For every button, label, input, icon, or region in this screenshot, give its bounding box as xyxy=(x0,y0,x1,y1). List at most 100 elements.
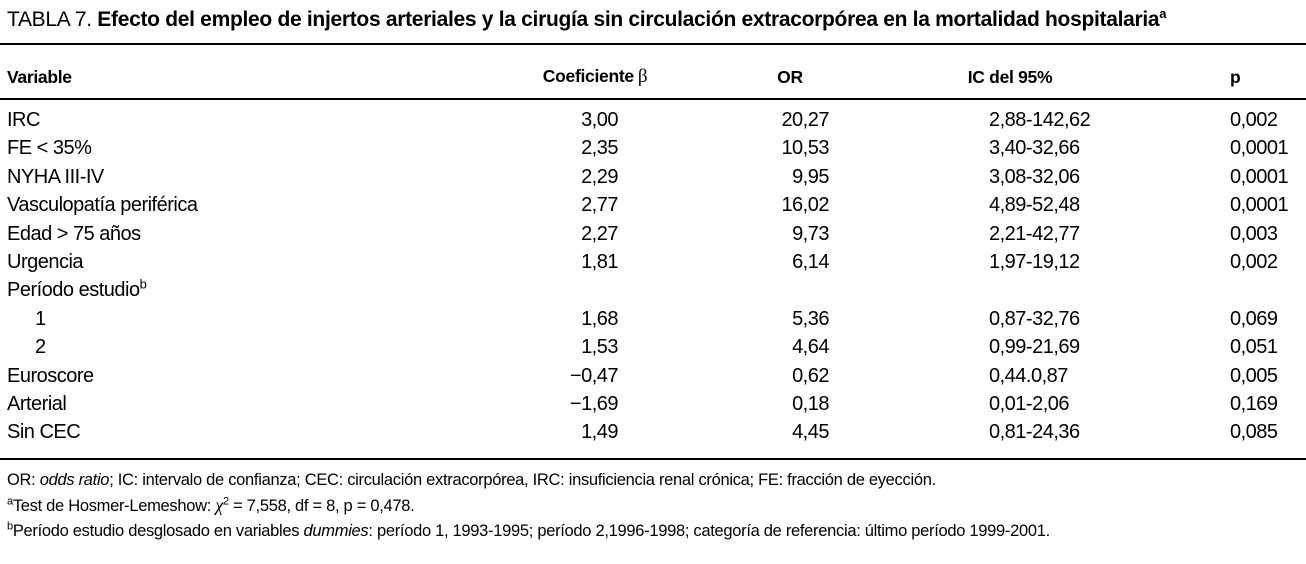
cell-variable: FE < 35% xyxy=(0,134,500,162)
cell-p: 0,085 xyxy=(1230,421,1278,444)
cell-ic95: 2,88-142,62 xyxy=(989,109,1091,131)
cell-variable: Vasculopatía periférica xyxy=(0,191,500,219)
cell-p: 0,003 xyxy=(1230,222,1278,245)
footnote-b: bPeríodo estudio desglosado en variables… xyxy=(7,520,1050,540)
header-label: p xyxy=(1230,67,1241,87)
header-label: OR xyxy=(777,67,803,87)
beta-symbol: β xyxy=(637,66,648,87)
variable-label: 2 xyxy=(35,336,46,359)
cell-p: 0,169 xyxy=(1230,393,1278,416)
column-header-p: p xyxy=(1130,44,1306,100)
table-row: NYHA III-IV 2,29 9,95 3,08-32,06 0,0001 xyxy=(0,163,1306,191)
cell-p: 0,069 xyxy=(1230,307,1278,330)
cell-ic95: 4,89-52,48 xyxy=(989,194,1080,217)
cell-coeficiente: 2,27 xyxy=(581,222,618,245)
cell-or: 4,64 xyxy=(792,336,829,359)
table-title: TABLA 7. Efecto del empleo de injertos a… xyxy=(0,5,1277,34)
column-header-ic95: IC del 95% xyxy=(890,44,1130,100)
footnotes: OR: odds ratio; IC: intervalo de confian… xyxy=(0,460,1306,544)
cell-ic95: 0,81-24,36 xyxy=(989,421,1080,444)
footnote-a: aTest de Hosmer-Lemeshow: χ2 = 7,558, df… xyxy=(7,494,415,515)
table-row: Sin CEC 1,49 4,45 0,81-24,36 0,085 xyxy=(0,418,1306,458)
cell-or: 9,73 xyxy=(792,222,829,245)
cell-ic95: 0,99-21,69 xyxy=(989,336,1080,359)
cell-coeficiente xyxy=(500,276,690,304)
variable-label: Período estudio xyxy=(7,279,140,302)
table-row: Vasculopatía periférica 2,77 16,02 4,89-52,… xyxy=(0,191,1306,219)
table-row: Período estudiob xyxy=(0,276,1306,304)
footnote-b-marker: b xyxy=(7,520,13,533)
cell-p: 0,0001 xyxy=(1230,137,1289,160)
cell-or: 10,53 xyxy=(781,137,829,160)
cell-variable: Edad > 75 años xyxy=(0,220,500,248)
footnote-abbreviations: OR: odds ratio; IC: intervalo de confian… xyxy=(7,470,936,489)
cell-coeficiente: 1,68 xyxy=(581,307,618,330)
cell-p: 0,051 xyxy=(1230,336,1278,359)
cell-coeficiente: 3,00 xyxy=(581,109,618,131)
data-table: Variable Coeficiente β OR IC del 95% p IR… xyxy=(0,43,1306,460)
cell-or: 0,62 xyxy=(792,364,829,387)
cell-ic95: 0,44.0,87 xyxy=(989,364,1068,387)
cell-or: 16,02 xyxy=(781,194,829,217)
cell-coeficiente: −0,47 xyxy=(569,364,619,387)
cell-coeficiente: 2,35 xyxy=(581,137,618,160)
cell-coeficiente: 1,81 xyxy=(581,251,618,274)
cell-coeficiente: −1,69 xyxy=(569,393,619,416)
chi-exponent: 2 xyxy=(222,495,229,508)
cell-or: 5,36 xyxy=(792,307,829,330)
cell-coeficiente: 1,49 xyxy=(581,421,618,444)
cell-or: 20,27 xyxy=(781,109,829,131)
cell-variable: Arterial xyxy=(0,390,500,418)
table-row: Edad > 75 años 2,27 9,73 2,21-42,77 0,003 xyxy=(0,220,1306,248)
cell-variable: Sin CEC xyxy=(0,418,500,458)
variable-label: Edad > 75 años xyxy=(7,222,141,245)
cell-variable: NYHA III-IV xyxy=(0,163,500,191)
table-row: Urgencia 1,81 6,14 1,97-19,12 0,002 xyxy=(0,248,1306,276)
cell-variable: 2 xyxy=(0,333,500,361)
column-header-variable: Variable xyxy=(0,44,500,100)
header-label: IC del 95% xyxy=(967,67,1053,87)
cell-p: 0,005 xyxy=(1230,364,1278,387)
cell-coeficiente: 2,29 xyxy=(581,165,618,188)
table-row: 2 1,53 4,64 0,99-21,69 0,051 xyxy=(0,333,1306,361)
title-footnote-marker: a xyxy=(1159,6,1167,21)
cell-p xyxy=(1130,276,1306,304)
header-label: Coeficiente xyxy=(542,66,634,86)
cell-p: 0,0001 xyxy=(1230,165,1289,188)
table-row: FE < 35% 2,35 10,53 3,40-32,66 0,0001 xyxy=(0,134,1306,162)
column-header-coeficiente: Coeficiente β xyxy=(500,44,690,100)
variable-label: Vasculopatía periférica xyxy=(7,194,198,217)
cell-p: 0,002 xyxy=(1230,251,1278,274)
cell-p: 0,002 xyxy=(1230,109,1278,131)
variable-label: FE < 35% xyxy=(7,137,92,160)
cell-or: 6,14 xyxy=(792,251,829,274)
variable-label: Urgencia xyxy=(7,251,84,274)
cell-coeficiente: 2,77 xyxy=(581,194,618,217)
table-row: Euroscore −0,47 0,62 0,44.0,87 0,005 xyxy=(0,362,1306,390)
variable-label: IRC xyxy=(7,109,40,131)
cell-or xyxy=(690,276,890,304)
table-title-text: Efecto del empleo de injertos arteriales… xyxy=(97,8,1160,31)
cell-ic95: 3,40-32,66 xyxy=(989,137,1080,160)
cell-ic95: 2,21-42,77 xyxy=(989,222,1080,245)
cell-or: 9,95 xyxy=(792,165,829,188)
variable-label: Sin CEC xyxy=(7,421,81,444)
column-header-or: OR xyxy=(690,44,890,100)
cell-p: 0,0001 xyxy=(1230,194,1289,217)
cell-or: 4,45 xyxy=(792,421,829,444)
cell-ic95 xyxy=(890,276,1130,304)
cell-variable: 1 xyxy=(0,305,500,333)
table-row: 1 1,68 5,36 0,87-32,76 0,069 xyxy=(0,305,1306,333)
header-row: Variable Coeficiente β OR IC del 95% p xyxy=(0,44,1306,100)
table-row: IRC 3,00 20,27 2,88-142,62 0,002 xyxy=(0,99,1306,134)
cell-variable: IRC xyxy=(0,99,500,134)
cell-coeficiente: 1,53 xyxy=(581,336,618,359)
cell-or: 0,18 xyxy=(792,393,829,416)
header-label: Variable xyxy=(7,67,72,87)
variable-label: 1 xyxy=(35,307,46,330)
table-figure: TABLA 7. Efecto del empleo de injertos a… xyxy=(0,5,1306,544)
table-row: Arterial −1,69 0,18 0,01-2,06 0,169 xyxy=(0,390,1306,418)
table-body: IRC 3,00 20,27 2,88-142,62 0,002 FE < 35% 2,35… xyxy=(0,99,1306,459)
variable-label: Arterial xyxy=(7,393,67,416)
cell-ic95: 3,08-32,06 xyxy=(989,165,1080,188)
